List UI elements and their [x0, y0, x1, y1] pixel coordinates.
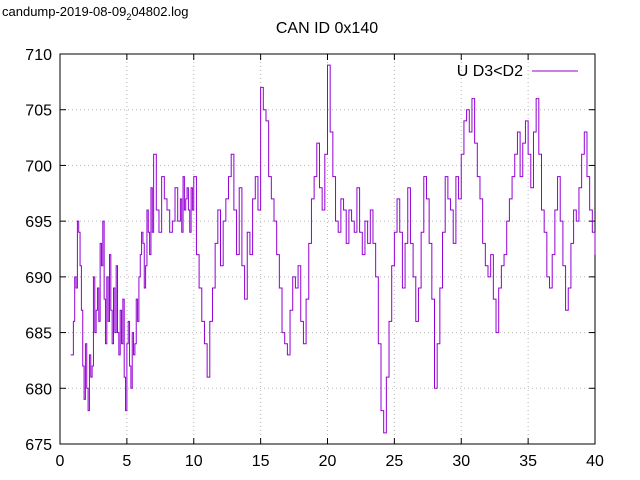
y-tick-label: 685: [25, 326, 52, 343]
file-label-main: candump-2019-08-09: [2, 4, 126, 19]
y-tick-label: 705: [25, 103, 52, 120]
x-tick-label: 40: [586, 453, 604, 470]
x-tick-labels: 0 5 10 15 20 25 30 35 40: [56, 453, 604, 470]
axis-ticks: [59, 53, 596, 445]
x-tick-label: 5: [122, 453, 131, 470]
file-label-subscript: 2: [126, 12, 131, 22]
x-tick-label: 25: [385, 453, 403, 470]
legend: U D3<D2: [457, 63, 578, 80]
y-tick-label: 680: [25, 381, 52, 398]
y-tick-label: 700: [25, 158, 52, 175]
x-tick-label: 10: [185, 453, 203, 470]
file-label: candump-2019-08-09204802.log: [2, 4, 188, 22]
x-tick-label: 0: [56, 453, 65, 470]
legend-label: U D3<D2: [457, 63, 523, 80]
y-tick-label: 710: [25, 47, 52, 64]
x-tick-label: 20: [319, 453, 337, 470]
series-line-0: [70, 64, 596, 434]
x-tick-label: 30: [452, 453, 470, 470]
chart-title: CAN ID 0x140: [276, 20, 378, 37]
y-tick-label: 690: [25, 270, 52, 287]
x-tick-label: 15: [252, 453, 270, 470]
file-label-rest: 04802.log: [131, 4, 188, 19]
y-tick-label: 695: [25, 214, 52, 231]
series-layer: [70, 64, 596, 434]
x-tick-label: 35: [519, 453, 537, 470]
y-tick-labels: 675 680 685 690 695 700 705 710: [25, 47, 52, 454]
y-tick-label: 675: [25, 437, 52, 454]
